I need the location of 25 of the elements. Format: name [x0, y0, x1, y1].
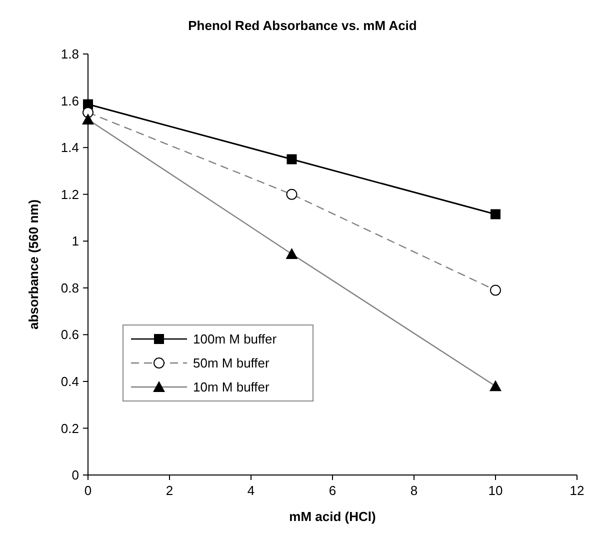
x-tick-label: 6: [328, 483, 336, 498]
legend-label: 100m M buffer: [193, 332, 278, 347]
legend-label: 50m M buffer: [193, 356, 270, 371]
y-tick-label: 0: [72, 468, 79, 483]
point: [490, 209, 500, 220]
y-tick-label: 1.6: [60, 93, 79, 108]
y-tick-label: 0.4: [60, 374, 79, 389]
y-axis-title: absorbance (560 nm): [26, 199, 41, 330]
x-tick-label: 8: [410, 483, 418, 498]
y-tick-label: 0.6: [60, 327, 79, 342]
y-tick-label: 1.4: [60, 140, 79, 156]
point: [286, 154, 297, 164]
y-tick-label: 0.8: [60, 280, 79, 296]
x-tick-label: 2: [166, 483, 174, 498]
y-tick-label: 0.2: [60, 420, 79, 436]
chart-title: Phenol Red Absorbance vs. mM Acid: [188, 18, 417, 33]
legend-label: 10m M buffer: [193, 380, 270, 395]
y-tick-label: 1: [72, 234, 79, 249]
x-tick-label: 10: [488, 483, 503, 498]
x-axis-title: mM acid (HCl): [289, 509, 376, 524]
x-tick-label: 12: [570, 483, 584, 498]
y-tick-label: 1.8: [60, 46, 79, 62]
x-tick-label: 0: [84, 483, 92, 498]
y-tick-label: 1.2: [60, 186, 79, 202]
x-tick-label: 4: [247, 483, 255, 498]
